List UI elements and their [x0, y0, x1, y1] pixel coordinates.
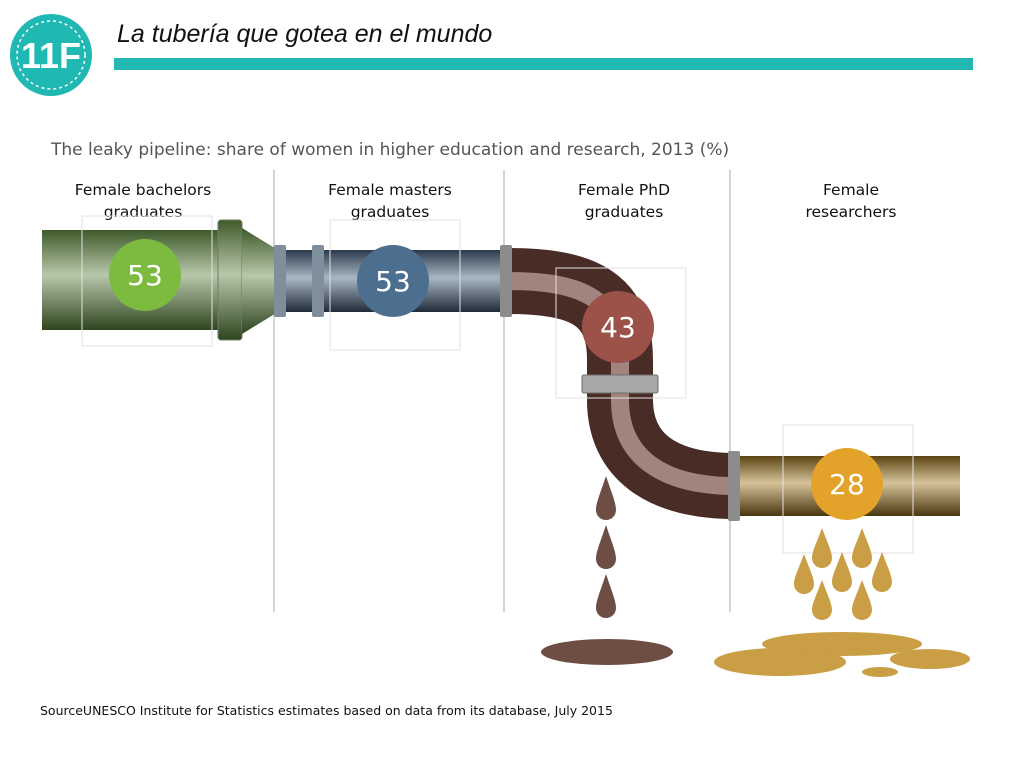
category-label-phd: Female PhD graduates [577, 181, 671, 221]
value-label-researchers: 28 [829, 468, 865, 501]
leak-drop [872, 552, 892, 592]
leak-drop [794, 554, 814, 594]
value-circle-phd [582, 291, 654, 363]
pipe-flange [728, 451, 740, 521]
leak-drop [812, 580, 832, 620]
pipe-flange [312, 245, 324, 317]
chart-title: The leaky pipeline: share of women in hi… [51, 140, 730, 160]
logo-text: 11F [21, 35, 81, 76]
pipe-clamp [581, 374, 659, 394]
leak-drop [832, 552, 852, 592]
leak-drop [852, 528, 872, 568]
leak-puddle [862, 667, 898, 677]
leak-puddle [541, 639, 673, 665]
value-circle-bachelors [109, 239, 181, 311]
pipe-flange [274, 245, 286, 317]
source-note: SourceUNESCO Institute for Statistics es… [40, 703, 613, 718]
category-label-researchers: Female researchers [805, 181, 897, 221]
brand-logo: 11F [10, 14, 92, 96]
leak-drop [596, 525, 616, 569]
slide-title: La tubería que gotea en el mundo [117, 20, 493, 48]
pipe-flange [500, 245, 512, 317]
leak-puddle [762, 632, 922, 656]
category-label-masters: Female masters graduates [328, 181, 452, 221]
leak-drop [852, 580, 872, 620]
value-circle-masters [357, 245, 429, 317]
title-underline-bar [114, 58, 973, 70]
value-label-masters: 53 [375, 265, 411, 298]
leak-drop [596, 476, 616, 520]
value-label-phd: 43 [600, 311, 636, 344]
leak-drop [812, 528, 832, 568]
pipe-reducer [242, 228, 278, 334]
value-circle-researchers [811, 448, 883, 520]
pipe-flange [217, 219, 243, 341]
leak-puddle [890, 649, 970, 669]
value-label-bachelors: 53 [127, 259, 163, 292]
leak-drop [596, 574, 616, 618]
